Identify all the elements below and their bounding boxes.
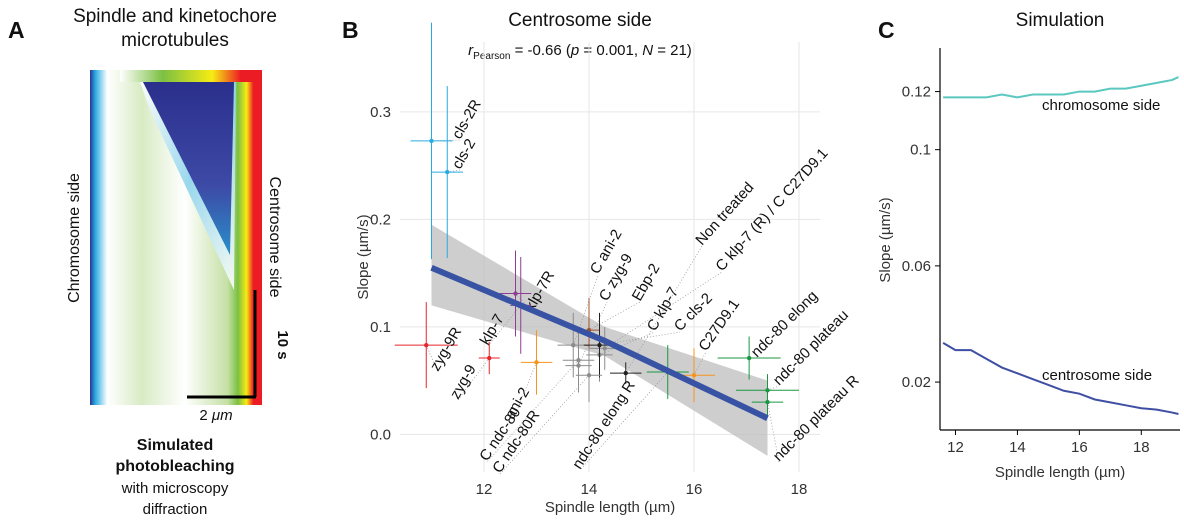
time-scale-label: 10 s [274, 330, 291, 359]
x-tick-label: 16 [1071, 439, 1088, 456]
stat-part: r [468, 42, 474, 59]
point [534, 360, 539, 365]
y-tick-label: 0.1 [910, 142, 931, 159]
panel-title: microtubules [121, 30, 229, 51]
leader-line [512, 362, 537, 421]
point [586, 373, 592, 378]
stat-annotation: rPearson = -0.66 (p = 0.001, N = 21) [468, 42, 692, 62]
leader-line [486, 359, 579, 463]
length-unit: μm [211, 407, 233, 424]
stat-part: = 21) [653, 42, 692, 59]
fit-line [430, 264, 769, 421]
x-tick-label: 12 [947, 439, 964, 456]
point-label: cls-2 [449, 136, 480, 172]
x-tick-label: 12 [476, 481, 493, 498]
leader-line [767, 402, 780, 463]
stat-part: Pearson [473, 51, 510, 62]
point [602, 346, 607, 351]
y-tick-label: 0.0 [370, 426, 391, 443]
y-axis-title: Slope (µm/s) [355, 214, 372, 299]
point [576, 358, 581, 363]
y-tick-label: 0.2 [370, 211, 391, 228]
image-top-band [120, 70, 262, 82]
y-tick-label: 0.06 [902, 258, 931, 275]
leader-line [625, 245, 703, 374]
leader-line [499, 374, 590, 475]
point [513, 291, 518, 296]
stat-part: p [570, 42, 579, 59]
x-tick-label: 16 [686, 481, 703, 498]
x-tick-label: 14 [1009, 439, 1026, 456]
x-tick-label: 18 [1133, 439, 1150, 456]
point-label: zyg-9 [447, 362, 480, 402]
image-triangle [143, 82, 234, 255]
simulation-image [90, 70, 262, 405]
x-tick-label: 18 [791, 481, 808, 498]
y-tick-label: 0.12 [902, 84, 931, 101]
panel-label: B [342, 17, 359, 43]
length-value: 2 [199, 407, 212, 424]
series-label: centrosome side [1042, 367, 1152, 384]
point [597, 342, 602, 348]
leader-line [588, 301, 641, 331]
y-tick-label: 0.1 [370, 319, 391, 336]
chart-title: Simulation [1016, 10, 1105, 31]
side-label: Chromosome side [66, 173, 83, 303]
side-label: Centrosome side [266, 177, 283, 298]
series-label: chromosome side [1042, 97, 1160, 114]
caption-bold: photobleaching [115, 458, 234, 475]
point [424, 342, 429, 348]
x-axis-title: Spindle length (µm) [545, 499, 675, 516]
point [571, 342, 576, 348]
point-label: cls-2R [449, 97, 485, 142]
caption: with microscopy [121, 480, 229, 497]
y-tick-label: 0.02 [902, 374, 931, 391]
caption-bold: Simulated [137, 437, 213, 454]
x-axis-title: Spindle length (µm) [995, 464, 1125, 481]
point [623, 370, 628, 376]
leader-line [579, 371, 669, 471]
point [765, 399, 770, 405]
caption: diffraction [143, 501, 208, 518]
stat-part: N [642, 42, 653, 59]
leader-line [425, 344, 439, 373]
point [487, 355, 492, 361]
leader-line [693, 351, 707, 376]
point [429, 138, 434, 144]
stat-part: = 0.001, [579, 42, 642, 59]
point-label: ndc-80 elong R [569, 377, 639, 472]
point [746, 355, 752, 361]
leader-line [599, 331, 656, 356]
point-label: zyg-9R [427, 324, 466, 374]
stat-part: = -0.66 ( [510, 42, 570, 59]
point [445, 169, 450, 175]
leader-line [572, 274, 599, 346]
series-line [942, 341, 1179, 415]
series-line [943, 76, 1179, 99]
leader-line [604, 271, 723, 349]
y-axis-title: Slope (µm/s) [877, 197, 894, 282]
x-tick-label: 14 [581, 481, 598, 498]
panel-label: C [878, 17, 895, 43]
leader-line [767, 385, 780, 391]
point [691, 373, 697, 378]
length-scale-label: 2 μm [199, 407, 232, 424]
panel-label: A [8, 17, 25, 43]
chart-title: Centrosome side [508, 10, 652, 31]
point-label: Ebp-2 [629, 261, 664, 304]
y-tick-label: 0.3 [370, 104, 391, 121]
leader-line [447, 169, 461, 173]
panel-title: Spindle and kinetochore [73, 6, 277, 27]
